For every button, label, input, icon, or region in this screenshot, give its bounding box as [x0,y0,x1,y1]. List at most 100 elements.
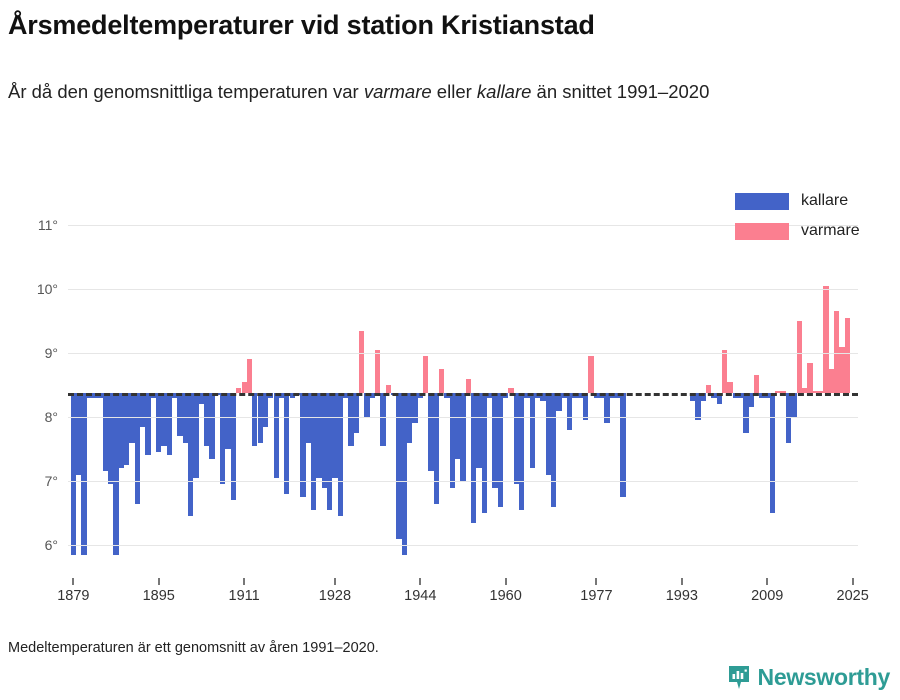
bar[interactable] [519,392,525,510]
bar[interactable] [166,392,173,456]
bar[interactable] [620,392,626,498]
bar[interactable] [743,392,749,434]
bar[interactable] [695,392,701,421]
bar[interactable] [177,392,183,437]
bar[interactable] [310,392,317,510]
bar[interactable] [385,385,391,393]
bar[interactable] [839,346,845,393]
bar[interactable] [583,392,589,421]
bar[interactable] [134,392,141,504]
bar[interactable] [246,359,253,393]
bar[interactable] [358,330,365,393]
bar[interactable] [380,392,386,446]
bar[interactable] [396,392,402,539]
bar[interactable] [465,378,471,393]
bar[interactable] [156,392,162,453]
bar[interactable] [113,392,119,555]
bar[interactable] [439,368,445,393]
bar[interactable] [284,392,290,494]
bar[interactable] [161,392,167,446]
bar[interactable] [791,392,797,418]
bar[interactable] [529,392,536,469]
bar[interactable] [428,392,434,472]
bar[interactable] [807,362,813,393]
bar[interactable] [188,392,194,517]
bar[interactable] [220,392,226,485]
bar[interactable] [374,349,381,393]
bar[interactable] [412,392,418,424]
bar[interactable] [748,392,754,408]
bar[interactable] [705,385,712,393]
bar[interactable] [481,392,487,514]
bar[interactable] [556,392,562,411]
bar[interactable] [241,381,247,393]
bar[interactable] [716,392,722,405]
bar[interactable] [844,317,850,393]
bar[interactable] [540,392,546,402]
bar[interactable] [81,392,87,555]
bar[interactable] [337,392,343,517]
bar[interactable] [401,392,407,555]
bar[interactable] [252,392,258,446]
bar[interactable] [492,392,498,488]
bar[interactable] [588,356,594,393]
bar[interactable] [823,285,829,393]
bar[interactable] [332,392,338,478]
bar[interactable] [551,392,557,507]
legend-item-varmare[interactable]: varmare [735,218,860,244]
bar[interactable] [471,392,477,523]
bar[interactable] [812,391,818,393]
bar[interactable] [497,392,503,507]
bar[interactable] [76,392,82,475]
bar[interactable] [108,392,114,485]
bar[interactable] [455,392,461,459]
bar[interactable] [513,392,520,485]
bar[interactable] [209,392,215,459]
bar[interactable] [834,311,840,393]
bar[interactable] [775,391,781,393]
bar[interactable] [422,356,429,393]
bar[interactable] [460,392,466,482]
bar[interactable] [476,392,482,469]
bar[interactable] [118,392,125,469]
bar[interactable] [721,349,728,393]
legend-item-kallare[interactable]: kallare [735,188,860,214]
bar[interactable] [353,392,359,434]
bar[interactable] [70,392,76,555]
bar[interactable] [753,375,760,393]
bar[interactable] [801,388,808,393]
bar[interactable] [326,392,333,510]
bar[interactable] [348,392,354,446]
bar[interactable] [124,392,130,466]
bar[interactable] [140,392,146,427]
bar[interactable] [316,392,322,478]
bar[interactable] [102,392,108,472]
bar[interactable] [145,392,151,456]
bar[interactable] [828,368,834,393]
bar[interactable] [780,391,786,393]
bar[interactable] [545,392,552,475]
bar[interactable] [567,392,573,430]
bar[interactable] [796,320,802,393]
bar[interactable] [433,392,439,504]
bar[interactable] [700,392,706,402]
newsworthy-logo[interactable]: Newsworthy [727,664,890,691]
bar[interactable] [236,388,242,393]
bar[interactable] [225,392,231,450]
bar[interactable] [449,392,455,488]
bar[interactable] [262,392,269,427]
bar[interactable] [817,391,824,393]
bar[interactable] [727,381,733,393]
bar[interactable] [508,388,514,393]
bar[interactable] [204,392,210,446]
bar[interactable] [689,392,696,402]
bar[interactable] [300,392,306,498]
bar[interactable] [321,392,327,488]
bar[interactable] [273,392,279,478]
bar[interactable] [604,392,610,424]
bar[interactable] [198,392,205,405]
bar[interactable] [769,392,776,514]
bar[interactable] [364,392,370,418]
bar[interactable] [193,392,199,478]
bar[interactable] [230,392,237,501]
